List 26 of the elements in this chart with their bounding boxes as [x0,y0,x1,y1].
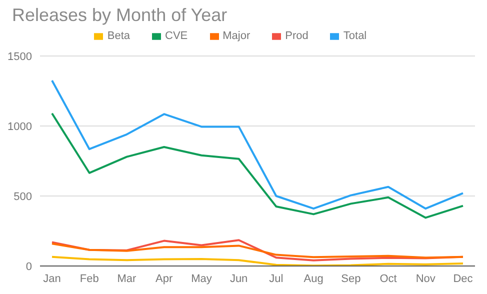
x-tick-label: Jun [230,272,248,285]
legend-label: Total [343,30,367,42]
x-tick-label: Oct [380,272,397,285]
x-tick-label: Jul [269,272,284,285]
x-tick-label: Nov [416,272,436,285]
x-tick-label: Sep [341,272,361,285]
legend-label: Beta [107,30,130,42]
y-tick-label: 0 [26,260,32,273]
x-tick-label: Dec [453,272,474,285]
line-series [51,242,464,259]
x-tick-label: Mar [117,272,137,285]
legend-label: CVE [165,30,188,42]
chart-title: Releases by Month of Year [11,4,228,26]
y-tick-label: 1000 [8,120,32,133]
y-tick-label: 1500 [8,50,32,63]
legend-label: Major [222,30,250,42]
line-series [51,256,464,266]
x-tick-label: Aug [304,272,324,285]
y-tick-label: 500 [14,190,32,203]
x-tick-label: Feb [80,272,99,285]
x-tick-label: Jan [43,272,61,285]
line-series [51,80,464,210]
x-tick-label: May [191,272,212,285]
x-tick-label: Apr [156,272,173,285]
line-series [51,112,464,219]
legend-label: Prod [285,30,308,42]
